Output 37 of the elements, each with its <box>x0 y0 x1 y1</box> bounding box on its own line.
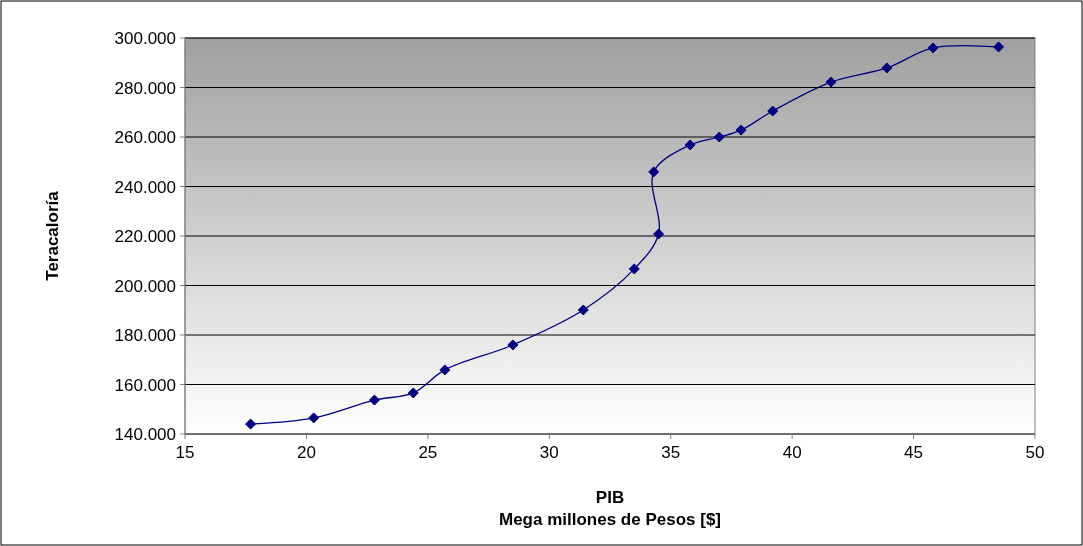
x-tick-label: 45 <box>904 443 924 462</box>
point <box>653 228 665 240</box>
y-tick-label: 280.000 <box>114 78 176 98</box>
point <box>308 412 320 424</box>
point <box>368 394 380 406</box>
x-tick-label: 50 <box>1025 443 1045 462</box>
y-tick-label: 240.000 <box>114 177 176 197</box>
point <box>439 364 451 376</box>
y-axis-title: Teracaloría <box>43 190 62 281</box>
y-tick-label: 140.000 <box>114 425 176 444</box>
y-tick-label: 220.000 <box>114 227 176 246</box>
y-tick-label: 300.000 <box>114 29 176 48</box>
point <box>684 139 696 151</box>
y-tick-label: 180.000 <box>114 326 176 345</box>
x-tick-label: 25 <box>418 443 438 462</box>
point <box>881 62 893 74</box>
x-tick-label: 35 <box>661 443 681 462</box>
point <box>735 124 747 136</box>
x-tick-label: 15 <box>175 443 195 462</box>
point <box>577 304 589 316</box>
point <box>713 131 725 143</box>
point <box>245 418 257 430</box>
x-tick-label: 30 <box>539 443 559 462</box>
point <box>648 166 660 178</box>
point <box>927 42 939 54</box>
y-tick-label: 160.000 <box>114 375 176 395</box>
point <box>993 41 1005 53</box>
point <box>767 105 779 117</box>
x-tick-label: 20 <box>296 443 316 462</box>
point <box>507 339 519 351</box>
y-tick-label: 260.000 <box>114 128 176 147</box>
point <box>825 76 837 88</box>
point <box>628 263 640 275</box>
y-tick-label: 200.000 <box>114 276 176 296</box>
point <box>407 387 419 399</box>
x-tick-label: 40 <box>782 443 802 462</box>
x-axis-title: PIB Mega millones de Pesos [$] <box>498 488 722 529</box>
